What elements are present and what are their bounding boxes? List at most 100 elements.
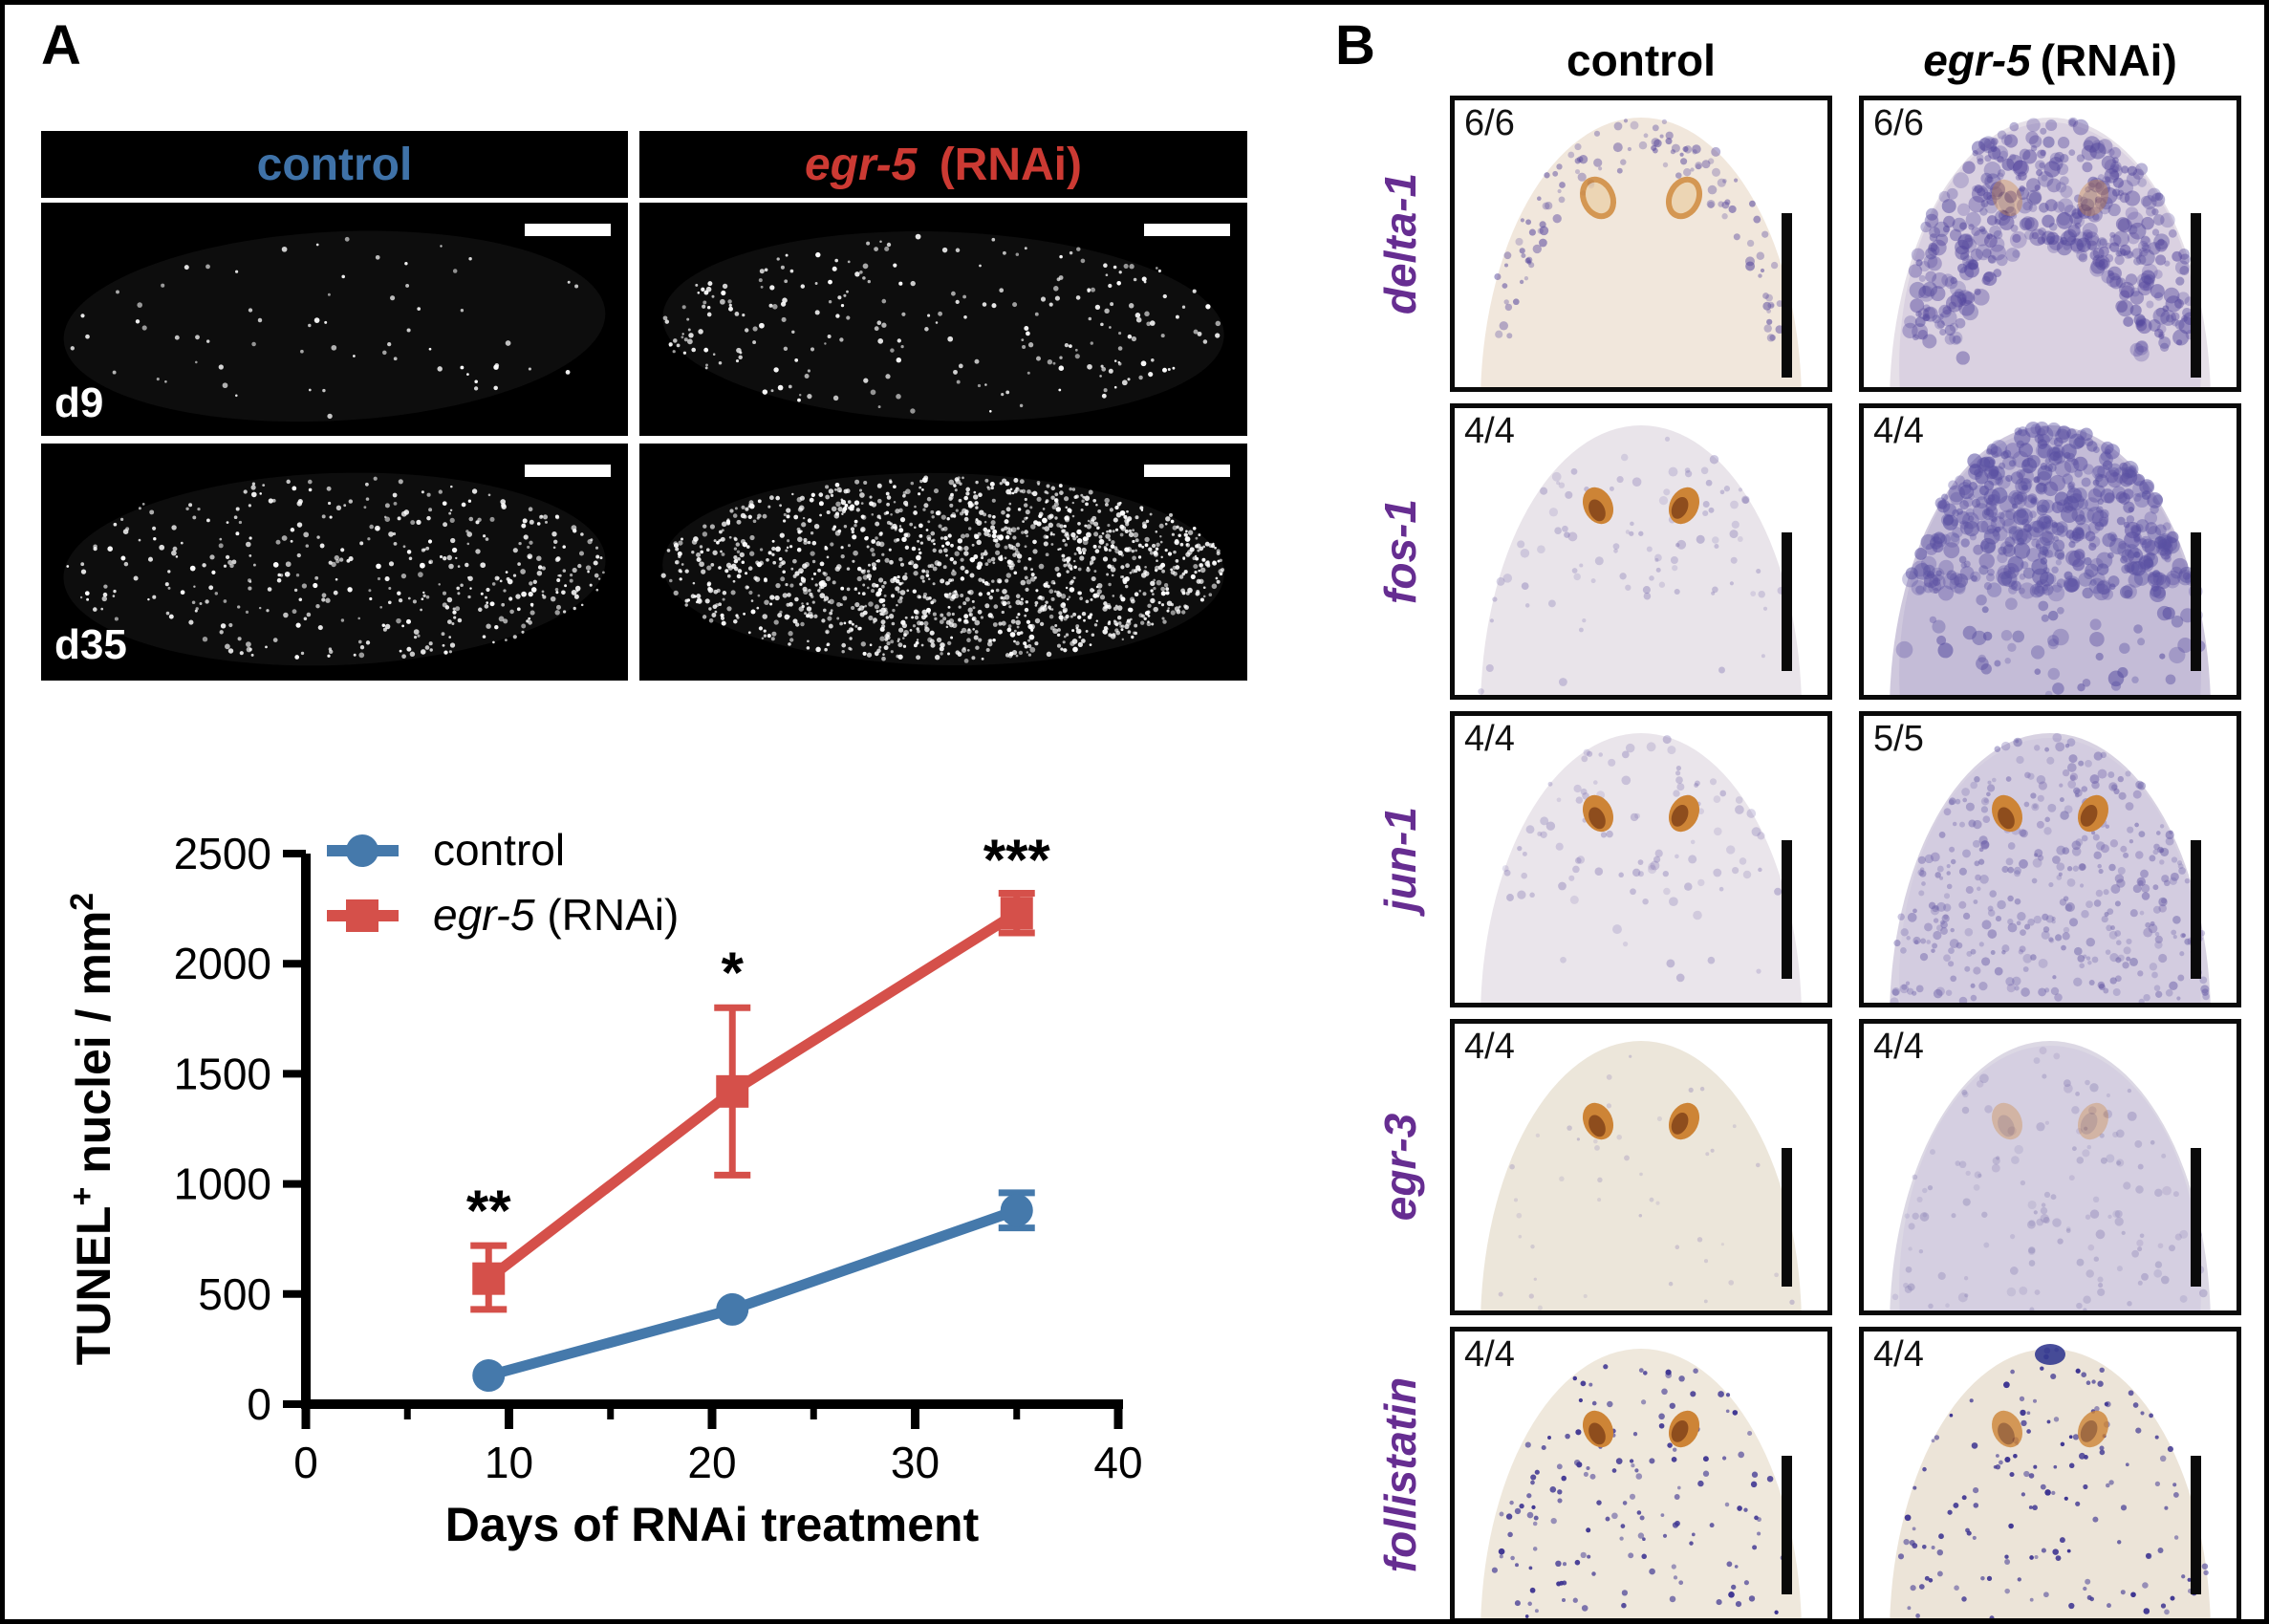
gene-label-jun-1: jun-1 [1354, 711, 1446, 1007]
specimen-count-badge: 4/4 [1873, 1334, 1924, 1375]
scale-bar [2191, 1456, 2201, 1594]
worm-body-silhouette [63, 230, 606, 422]
gene-label-text: egr-3 [1375, 1113, 1426, 1222]
data-point-square [716, 1074, 749, 1108]
x-tick-label: 20 [687, 1438, 736, 1487]
expression-image-fos-1-egr5: 4/4 [1859, 403, 2241, 700]
x-tick-label: 10 [485, 1438, 533, 1487]
y-tick-label: 1000 [174, 1159, 271, 1209]
head-photo [1864, 100, 2237, 387]
y-axis-title: TUNEL+ nuclei / mm2 [64, 893, 120, 1365]
specimen-count-badge: 6/6 [1873, 103, 1924, 143]
scale-bar [2191, 213, 2201, 378]
y-tick-label: 2000 [174, 939, 271, 988]
scale-bar [1782, 840, 1792, 979]
x-axis-title: Days of RNAi treatment [445, 1498, 980, 1551]
data-point-circle [716, 1292, 749, 1326]
panel-a-header-egr5-suffix: (RNAi) [926, 139, 1082, 190]
expression-image-egr-3-egr5: 4/4 [1859, 1019, 2241, 1315]
expression-image-fos-1-control: 4/4 [1450, 403, 1832, 700]
eye [1582, 1102, 1614, 1140]
head-photo [1864, 1024, 2237, 1310]
chart-svg: 0 10 20 30 40 500 1000 1500 2000 2500 0 Days of RNA… [64, 825, 1143, 1551]
planarian-head-body [1890, 1349, 2211, 1618]
head-photo [1864, 716, 2237, 1003]
scale-bar [1782, 532, 1792, 671]
scale-bar [525, 465, 611, 477]
expression-image-egr-3-control: 4/4 [1450, 1019, 1832, 1315]
expression-image-follistatin-control: 4/4 [1450, 1327, 1832, 1619]
y-tick-label: 2500 [174, 829, 271, 878]
planarian-head-body [1480, 733, 1802, 1003]
gene-label-delta-1: delta-1 [1354, 96, 1446, 392]
panel-b-header-control: control [1450, 33, 1832, 87]
eye [1579, 176, 1617, 220]
y-tick-label-zero: 0 [247, 1379, 271, 1429]
series-line-control [486, 1205, 1019, 1381]
planarian-head-body [1480, 1041, 1802, 1310]
scale-bar [1144, 465, 1230, 477]
expression-image-jun-1-control: 4/4 [1450, 711, 1832, 1007]
eye [2077, 179, 2109, 217]
panel-b-header-control-text: control [1567, 35, 1716, 85]
x-tick-label: 30 [891, 1438, 940, 1487]
eye [1991, 1102, 2023, 1140]
expression-image-delta-1-egr5: 6/6 [1859, 96, 2241, 392]
specimen-count-badge: 4/4 [1464, 1027, 1515, 1067]
panel-b-header-egr5: egr-5 (RNAi) [1859, 33, 2241, 87]
scale-bar [1144, 224, 1230, 236]
tunel-photo-d35-control [41, 444, 628, 681]
panel-a-header-egr5-gene: egr-5 [804, 139, 918, 190]
eye [2077, 1410, 2109, 1448]
gene-label-text: delta-1 [1375, 172, 1426, 315]
panel-a-header-control-text: control [256, 139, 413, 190]
scale-bar [2191, 840, 2201, 979]
head-photo [1864, 1332, 2237, 1618]
head-photo [1455, 716, 1827, 1003]
panel-b-header-egr5-suffix: (RNAi) [2040, 35, 2177, 85]
eye [1991, 1410, 2023, 1448]
eye [1665, 176, 1703, 220]
data-point-square [472, 1262, 506, 1295]
data-point-circle [472, 1359, 506, 1393]
specimen-count-badge: 6/6 [1464, 103, 1515, 143]
panel-a-header-control: control [41, 131, 628, 198]
gene-label-text: jun-1 [1375, 807, 1426, 912]
scale-bar [1782, 1456, 1792, 1594]
data-point-circle [1000, 1194, 1033, 1227]
tunel-image-d9-egr5 [639, 203, 1247, 436]
tunel-photo-d9-egr5 [639, 203, 1247, 436]
eye [2077, 794, 2109, 833]
scale-bar [1782, 213, 1792, 378]
gene-label-follistatin: follistatin [1354, 1327, 1446, 1619]
eye [1668, 1102, 1700, 1140]
tunel-image-d9-control [41, 203, 628, 436]
eye [1582, 487, 1614, 525]
eye [1668, 794, 1700, 833]
eye [1991, 179, 2023, 217]
gene-label-fos-1: fos-1 [1354, 403, 1446, 700]
planarian-head-body [1480, 1349, 1802, 1618]
worm-body-silhouette [662, 472, 1224, 665]
gene-label-text: follistatin [1375, 1376, 1426, 1573]
expression-image-delta-1-control: 6/6 [1450, 96, 1832, 392]
legend-marker-circle [346, 834, 378, 867]
eye [2077, 1102, 2109, 1140]
tunel-photo-d35-egr5 [639, 444, 1247, 681]
significance-marker: *** [983, 828, 1051, 892]
eye [1582, 794, 1614, 833]
head-photo [1455, 1332, 1827, 1618]
tip-stain [2035, 1344, 2065, 1365]
specimen-count-badge: 4/4 [1873, 411, 1924, 451]
legend-label: control [433, 825, 565, 875]
timepoint-label-d9: d9 [54, 379, 104, 426]
legend-label: egr-5 (RNAi) [433, 890, 679, 940]
planarian-head-body [1890, 1041, 2211, 1310]
head-photo [1455, 100, 1827, 387]
planarian-head-body [1480, 425, 1802, 695]
eye [1991, 794, 2023, 833]
significance-marker: ** [466, 1179, 511, 1243]
gene-label-text: fos-1 [1375, 499, 1425, 604]
specimen-count-badge: 4/4 [1464, 1334, 1515, 1375]
expression-image-jun-1-egr5: 5/5 [1859, 711, 2241, 1007]
